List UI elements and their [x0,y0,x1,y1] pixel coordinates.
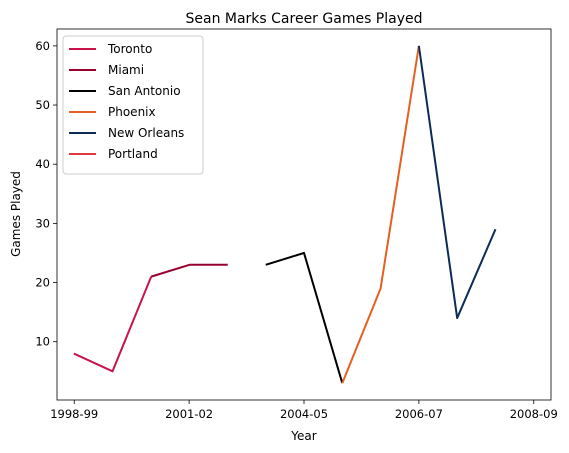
legend-box [62,35,204,175]
x-tick-label: 1998-99 [50,407,98,421]
legend: Toronto Miami San Antonio Phoenix New Orlean… [62,35,204,175]
x-tick-label: 2006-07 [395,407,443,421]
y-tick-label: 30 [35,216,50,230]
series-layer [73,45,497,384]
x-tick-label: 2008-09 [510,407,558,421]
legend-entry: New Orleans [108,126,184,140]
y-axis-label: Games Played [9,171,23,257]
chart-title: Sean Marks Career Games Played [185,11,422,27]
series-line-0 [73,276,153,373]
legend-entry: Portland [108,147,158,161]
y-tick-label: 20 [35,276,50,290]
series-line-1 [150,263,228,278]
x-tick-label: 2001-02 [165,407,213,421]
y-tick-label: 40 [35,157,50,171]
x-axis-label: Year [290,429,316,443]
series-line-3 [341,45,420,384]
legend-entry: San Antonio [108,84,181,98]
y-axis-ticks: 10 20 30 40 50 60 [35,39,57,349]
x-tick-label: 2004-05 [280,407,328,421]
series-line-4 [417,45,497,320]
y-tick-label: 10 [35,335,50,349]
legend-entry: Phoenix [108,105,156,119]
y-tick-label: 50 [35,98,50,112]
y-tick-label: 60 [35,39,50,53]
x-axis-ticks: 1998-992001-022004-052006-072008-092010-… [50,400,558,421]
legend-entry: Miami [108,63,144,77]
legend-entry: Toronto [107,42,152,56]
series-line-2 [265,251,344,384]
